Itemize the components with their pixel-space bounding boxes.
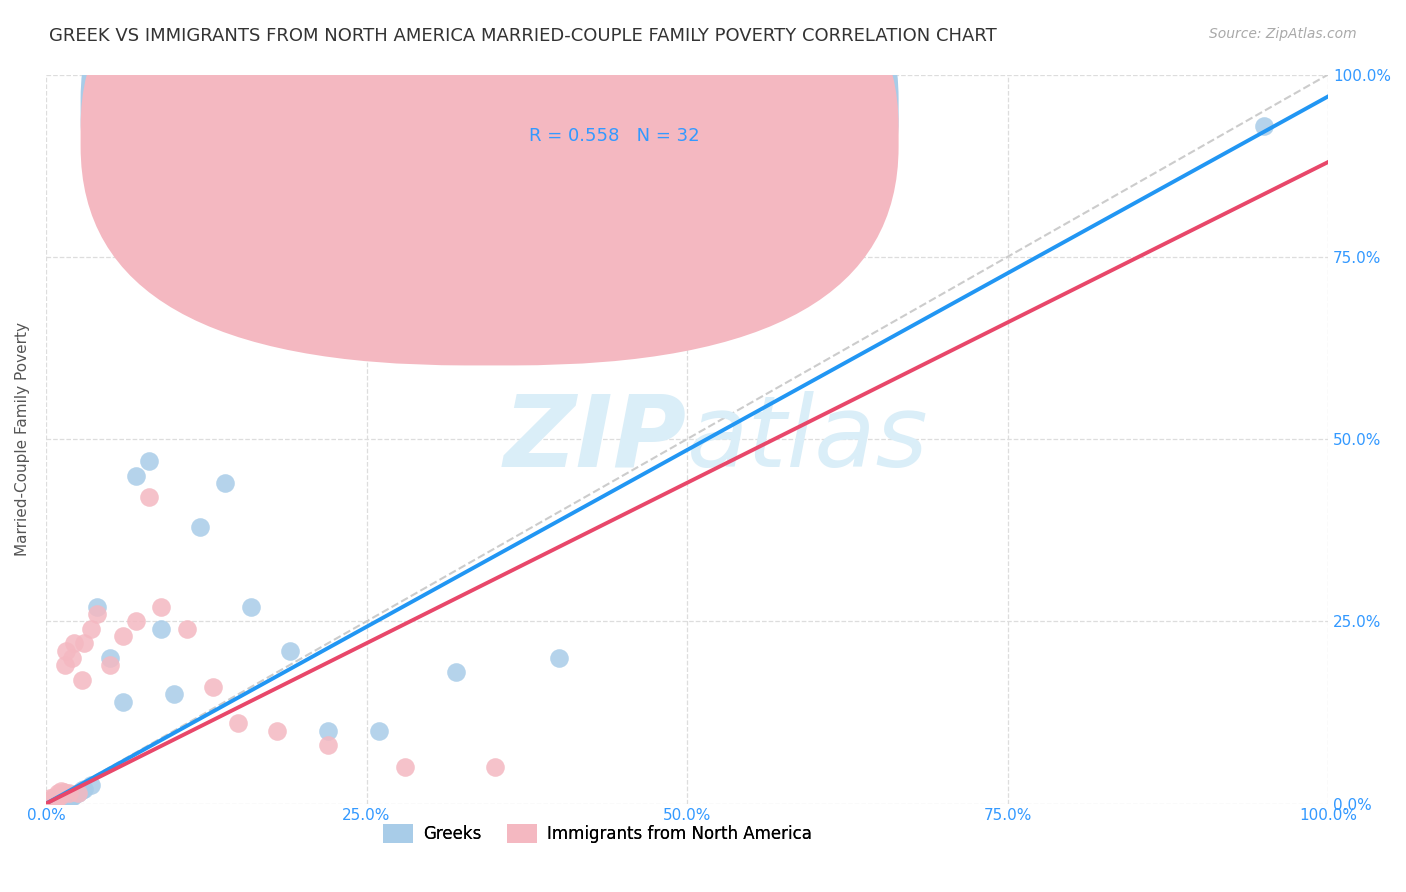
Point [66,786,89,800]
Point [98,658,121,673]
Point [316,739,339,753]
Point [44,791,66,805]
Point [51,784,73,798]
Point [41,792,63,806]
Point [53,790,76,805]
Text: atlas: atlas [688,391,929,488]
Point [201,680,224,694]
Point [150,622,173,636]
Point [52,791,75,805]
Point [163,687,186,701]
Point [138,491,160,505]
Y-axis label: Married-Couple Family Poverty: Married-Couple Family Poverty [15,322,30,556]
FancyBboxPatch shape [80,0,898,338]
Point [38,793,60,807]
Point [188,519,211,533]
Point [63,788,86,802]
Point [45,793,67,807]
Point [58,790,80,805]
Point [70,783,93,797]
Point [86,599,108,614]
Point [73,636,96,650]
Point [48,788,70,802]
Point [125,615,148,629]
Point [80,778,103,792]
Text: R = 0.558   N = 32: R = 0.558 N = 32 [529,128,700,145]
Text: R = 0.809   N = 38: R = 0.809 N = 38 [529,100,700,118]
Point [56,791,79,805]
Point [176,622,198,636]
Point [44,794,66,808]
Point [214,475,236,490]
Text: ZIP: ZIP [505,391,688,488]
Point [42,790,65,805]
Point [63,636,86,650]
Point [46,793,69,807]
Point [547,650,569,665]
Point [60,790,83,805]
Point [52,789,75,804]
Point [46,786,69,800]
Point [45,791,67,805]
Point [38,790,60,805]
Point [41,794,63,808]
FancyBboxPatch shape [450,89,835,159]
Point [150,599,173,614]
Point [98,650,121,665]
Point [58,786,80,800]
Point [49,792,72,806]
Point [278,643,301,657]
Point [111,694,134,708]
Point [138,454,160,468]
Point [51,790,73,805]
Point [80,622,103,636]
Point [53,658,76,673]
Point [368,723,391,738]
Text: GREEK VS IMMIGRANTS FROM NORTH AMERICA MARRIED-COUPLE FAMILY POVERTY CORRELATION: GREEK VS IMMIGRANTS FROM NORTH AMERICA M… [49,27,997,45]
Point [59,789,82,804]
Point [266,723,288,738]
FancyBboxPatch shape [80,0,898,366]
Point [240,599,263,614]
Point [48,790,70,805]
Point [60,650,83,665]
Point [70,673,93,687]
Point [125,468,148,483]
Point [52,785,75,799]
Point [1253,119,1275,133]
Point [55,643,77,657]
Point [394,760,416,774]
Point [66,786,89,800]
Point [73,782,96,797]
Text: Source: ZipAtlas.com: Source: ZipAtlas.com [1209,27,1357,41]
Point [446,665,468,680]
Point [226,716,249,731]
Point [49,789,72,804]
Point [316,723,339,738]
Legend: Greeks, Immigrants from North America: Greeks, Immigrants from North America [377,817,818,850]
Point [111,629,134,643]
Point [42,792,65,806]
Point [86,607,108,621]
Point [55,790,77,805]
Point [484,760,506,774]
